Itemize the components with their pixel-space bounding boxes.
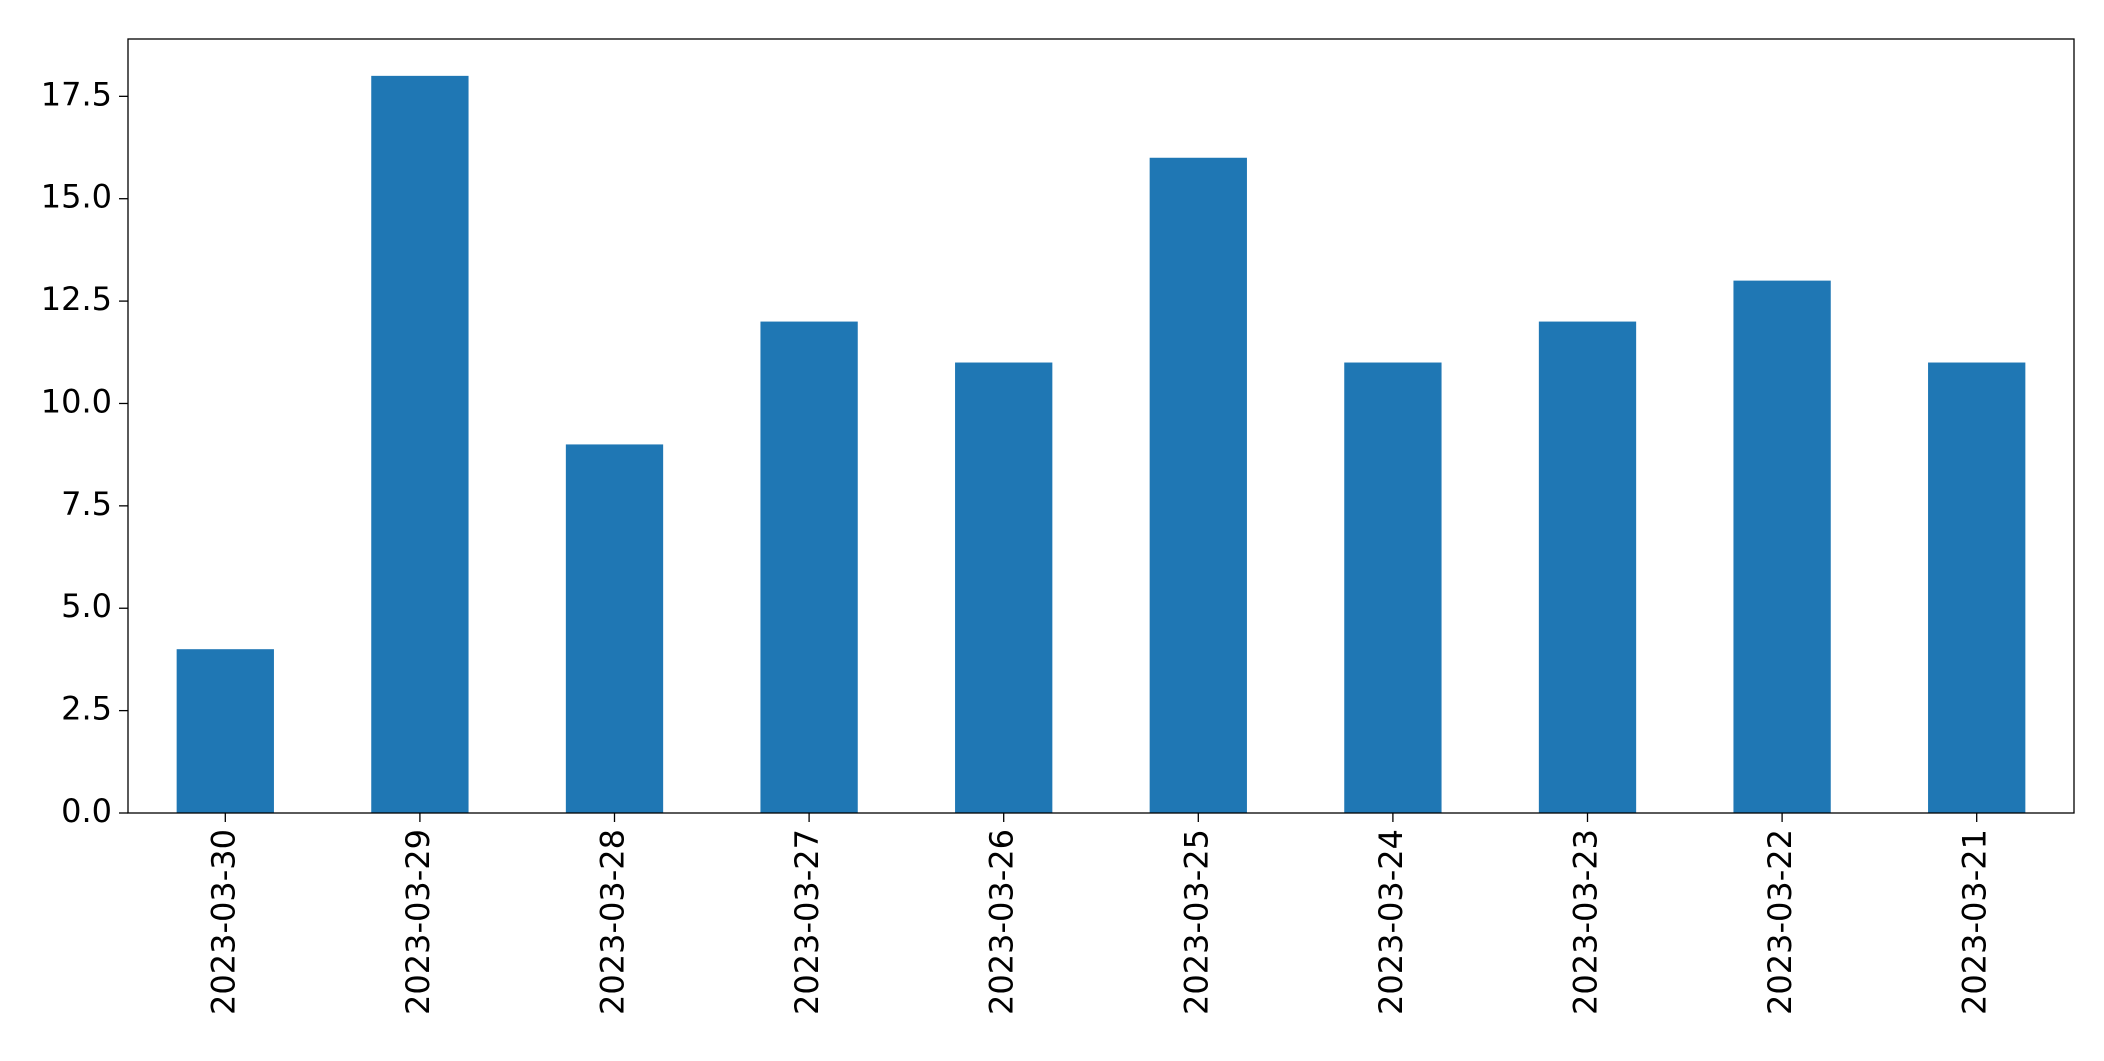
x-tick-label: 2023-03-27	[788, 829, 826, 1015]
bar	[176, 649, 274, 813]
bar	[1928, 362, 2026, 813]
x-tick-label: 2023-03-25	[1177, 829, 1215, 1015]
y-tick-label: 5.0	[61, 587, 112, 625]
y-tick-label: 12.5	[41, 280, 112, 318]
bar	[371, 75, 469, 814]
y-tick-label: 2.5	[61, 690, 112, 728]
bar	[1538, 321, 1637, 813]
y-tick-label: 17.5	[41, 75, 112, 113]
y-tick-label: 7.5	[61, 485, 112, 523]
bar	[565, 444, 664, 813]
x-tick-label: 2023-03-23	[1567, 829, 1605, 1015]
y-tick-label: 0.0	[61, 792, 112, 830]
x-tick-label: 2023-03-21	[1956, 829, 1994, 1015]
y-tick-label: 15.0	[41, 178, 112, 216]
x-tick-label: 2023-03-26	[983, 829, 1021, 1015]
bar	[760, 321, 858, 813]
x-tick-label: 2023-03-24	[1372, 829, 1410, 1015]
x-tick-label: 2023-03-29	[399, 829, 437, 1015]
y-tick-label: 10.0	[41, 382, 112, 420]
plot-frame	[127, 38, 2075, 814]
x-tick-label: 2023-03-30	[204, 829, 242, 1015]
bar	[1344, 362, 1442, 813]
x-tick-label: 2023-03-28	[594, 829, 632, 1015]
x-tick-label: 2023-03-22	[1761, 829, 1799, 1015]
bar	[1733, 280, 1831, 814]
bar	[1149, 157, 1247, 813]
bar	[955, 362, 1053, 813]
